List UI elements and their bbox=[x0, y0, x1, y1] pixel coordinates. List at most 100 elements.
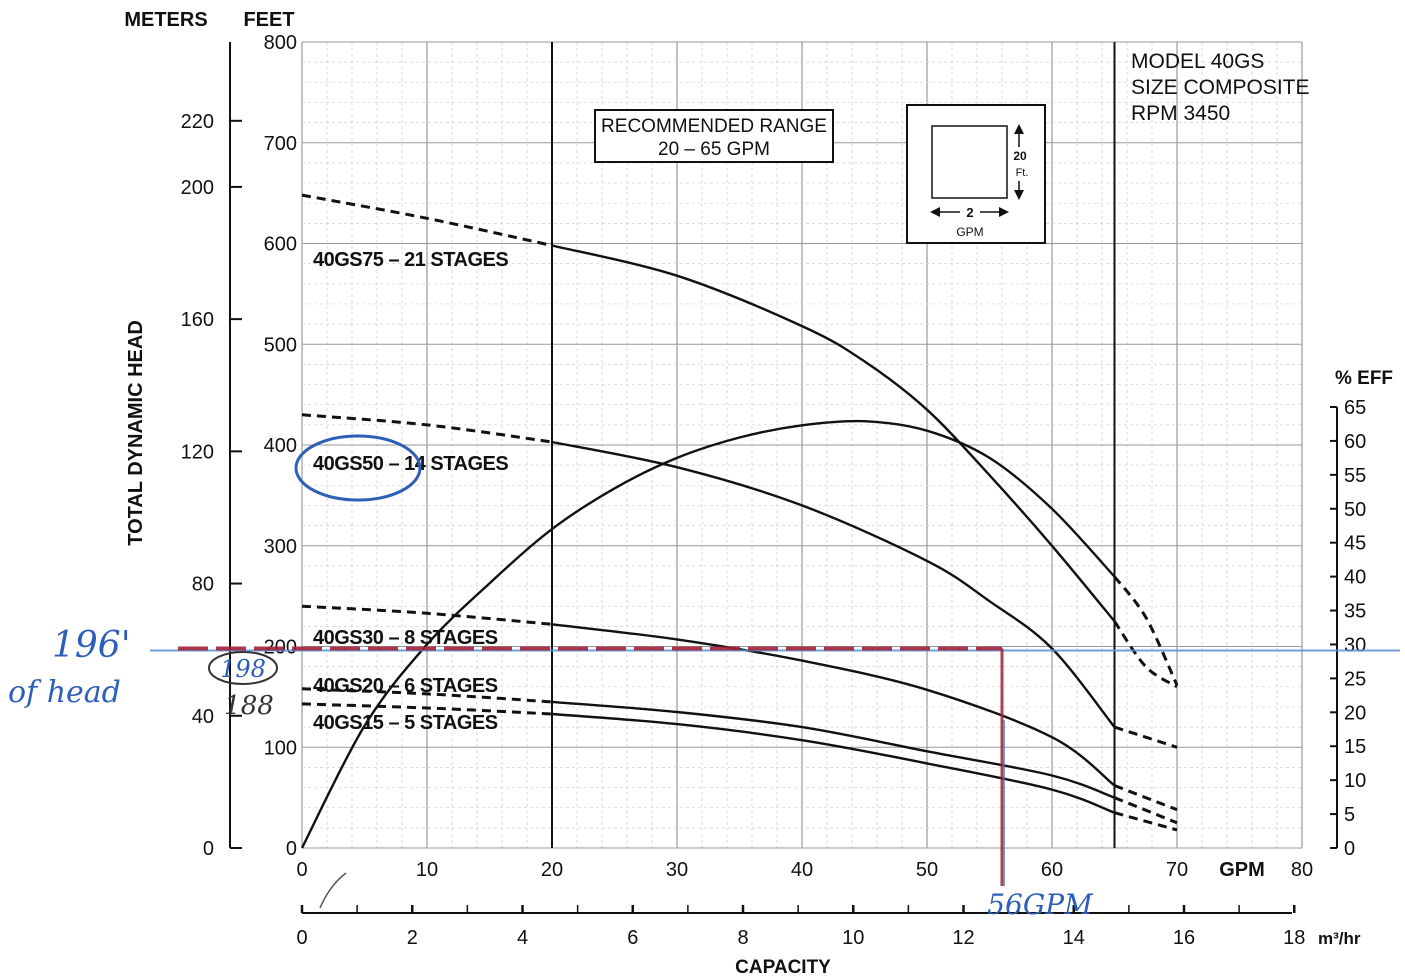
curve-dashed-end bbox=[1114, 811, 1178, 832]
efficiency-tick-label: 30 bbox=[1344, 634, 1366, 656]
gpm-tick-label: 60 bbox=[1041, 859, 1063, 881]
scale-label-bg2 bbox=[960, 203, 980, 221]
efficiency-tick-label: 15 bbox=[1344, 736, 1366, 758]
feet-tick-label: 300 bbox=[264, 536, 297, 558]
efficiency-tick-label: 45 bbox=[1344, 533, 1366, 555]
efficiency-tick-label: 25 bbox=[1344, 668, 1366, 690]
meters-tick-label: 220 bbox=[181, 111, 214, 133]
pencil-mark bbox=[319, 872, 347, 909]
efficiency-tick-label: 10 bbox=[1344, 770, 1366, 792]
gpm-tick-label: 10 bbox=[416, 859, 438, 881]
m3hr-tick-label: 12 bbox=[952, 927, 974, 949]
model-info-line: RPM 3450 bbox=[1131, 102, 1230, 125]
m3hr-tick-label: 10 bbox=[842, 927, 864, 949]
gpm-tick-label: 40 bbox=[791, 859, 813, 881]
handwritten-head-value: 196' bbox=[52, 625, 131, 666]
circled-model-ring bbox=[294, 434, 422, 502]
feet-tick-label: 800 bbox=[264, 32, 297, 54]
chart-axes bbox=[229, 42, 1338, 914]
efficiency-tick-label: 50 bbox=[1344, 499, 1366, 521]
curve-solid bbox=[551, 700, 1115, 799]
efficiency-axis-title: % EFF bbox=[1335, 368, 1393, 389]
feet-tick-label: 100 bbox=[264, 737, 297, 759]
meters-tick-label: 200 bbox=[181, 177, 214, 199]
meters-axis-title: METERS bbox=[124, 9, 207, 31]
gpm-tick-label: 50 bbox=[916, 859, 938, 881]
m3hr-tick-label: 6 bbox=[627, 927, 638, 949]
recommended-range-values: 20 – 65 GPM bbox=[658, 139, 770, 160]
series-label: 40GS30 – 8 STAGES bbox=[313, 627, 498, 649]
gpm-tick-label: 0 bbox=[296, 859, 307, 881]
pump-curves bbox=[300, 193, 1179, 849]
circled-value-ring bbox=[208, 651, 278, 685]
x-axis-title: CAPACITY bbox=[735, 957, 831, 978]
model-info-line: MODEL 40GS bbox=[1131, 50, 1264, 73]
feet-tick-label: 700 bbox=[264, 133, 297, 155]
efficiency-tick-label: 40 bbox=[1344, 567, 1366, 589]
feet-tick-label: 400 bbox=[264, 435, 297, 457]
gpm-tick-label: 20 bbox=[541, 859, 563, 881]
efficiency-tick-label: 65 bbox=[1344, 397, 1366, 419]
gpm-unit-label: GPM bbox=[1219, 859, 1265, 881]
handwritten-head-label: of head bbox=[8, 675, 121, 710]
curve-dashed-start bbox=[301, 413, 553, 444]
m3hr-tick-label: 4 bbox=[517, 927, 528, 949]
efficiency-curve bbox=[300, 419, 1116, 849]
meters-tick-label: 40 bbox=[192, 706, 214, 728]
chart-frames bbox=[551, 42, 1116, 848]
series-label: 40GS20 – 6 STAGES bbox=[313, 675, 498, 697]
meters-tick-label: 160 bbox=[181, 309, 214, 331]
scale-label-bg bbox=[1010, 147, 1030, 181]
m3hr-tick-label: 16 bbox=[1173, 927, 1195, 949]
efficiency-tick-label: 20 bbox=[1344, 702, 1366, 724]
series-label: 40GS15 – 5 STAGES bbox=[313, 712, 498, 734]
m3hr-tick-label: 2 bbox=[407, 927, 418, 949]
curve-solid bbox=[551, 712, 1115, 814]
m3hr-tick-label: 18 bbox=[1283, 927, 1305, 949]
handwritten-circled-value: 198 bbox=[220, 655, 266, 683]
efficiency-tick-label: 0 bbox=[1344, 838, 1355, 860]
meters-tick-label: 80 bbox=[192, 574, 214, 596]
curve-dashed-start bbox=[301, 604, 553, 626]
gpm-tick-label: 70 bbox=[1166, 859, 1188, 881]
curve-dashed-end bbox=[1113, 784, 1178, 812]
series-label: 40GS75 – 21 STAGES bbox=[313, 249, 508, 271]
recommended-range-box bbox=[594, 109, 834, 163]
curve-dashed-start bbox=[301, 193, 553, 247]
meters-tick-label: 120 bbox=[181, 441, 214, 463]
meters-tick-label: 0 bbox=[203, 838, 214, 860]
efficiency-tick-label: 60 bbox=[1344, 431, 1366, 453]
handwritten-value-below: 188 bbox=[224, 691, 274, 721]
curve-dashed-start bbox=[301, 687, 553, 704]
curve-solid bbox=[551, 244, 1116, 623]
scale-box-square bbox=[931, 125, 1008, 199]
curve-solid bbox=[551, 440, 1116, 728]
feet-tick-label: 500 bbox=[264, 334, 297, 356]
curve-solid bbox=[551, 623, 1116, 787]
curve-dashed-end bbox=[1114, 725, 1178, 749]
recommended-range-title: RECOMMENDED RANGE bbox=[601, 116, 827, 137]
y-axis-title: TOTAL DYNAMIC HEAD bbox=[125, 320, 147, 546]
m3hr-tick-label: 8 bbox=[737, 927, 748, 949]
feet-tick-label: 600 bbox=[264, 234, 297, 256]
m3hr-unit-label: m³/hr bbox=[1318, 929, 1361, 948]
feet-tick-label: 0 bbox=[286, 838, 297, 860]
scale-vertical-unit: Ft. bbox=[1016, 167, 1029, 179]
model-info-line: SIZE COMPOSITE bbox=[1131, 76, 1310, 99]
curve-dashed-start bbox=[301, 702, 553, 716]
efficiency-curve-dashed bbox=[1113, 575, 1179, 686]
scale-horizontal-unit: GPM bbox=[956, 225, 983, 239]
handwritten-gpm-note: 56GPM bbox=[987, 888, 1094, 921]
feet-axis-title: FEET bbox=[243, 9, 294, 31]
scale-horizontal-value: 2 bbox=[966, 205, 973, 220]
gpm-tick-label: 80 bbox=[1291, 859, 1313, 881]
m3hr-tick-label: 0 bbox=[296, 927, 307, 949]
series-label: 40GS50 – 14 STAGES bbox=[313, 453, 508, 475]
efficiency-tick-label: 55 bbox=[1344, 465, 1366, 487]
m3hr-tick-label: 14 bbox=[1063, 927, 1085, 949]
efficiency-tick-label: 35 bbox=[1344, 601, 1366, 623]
curve-dashed-end bbox=[1113, 620, 1178, 689]
gpm-tick-label: 30 bbox=[666, 859, 688, 881]
